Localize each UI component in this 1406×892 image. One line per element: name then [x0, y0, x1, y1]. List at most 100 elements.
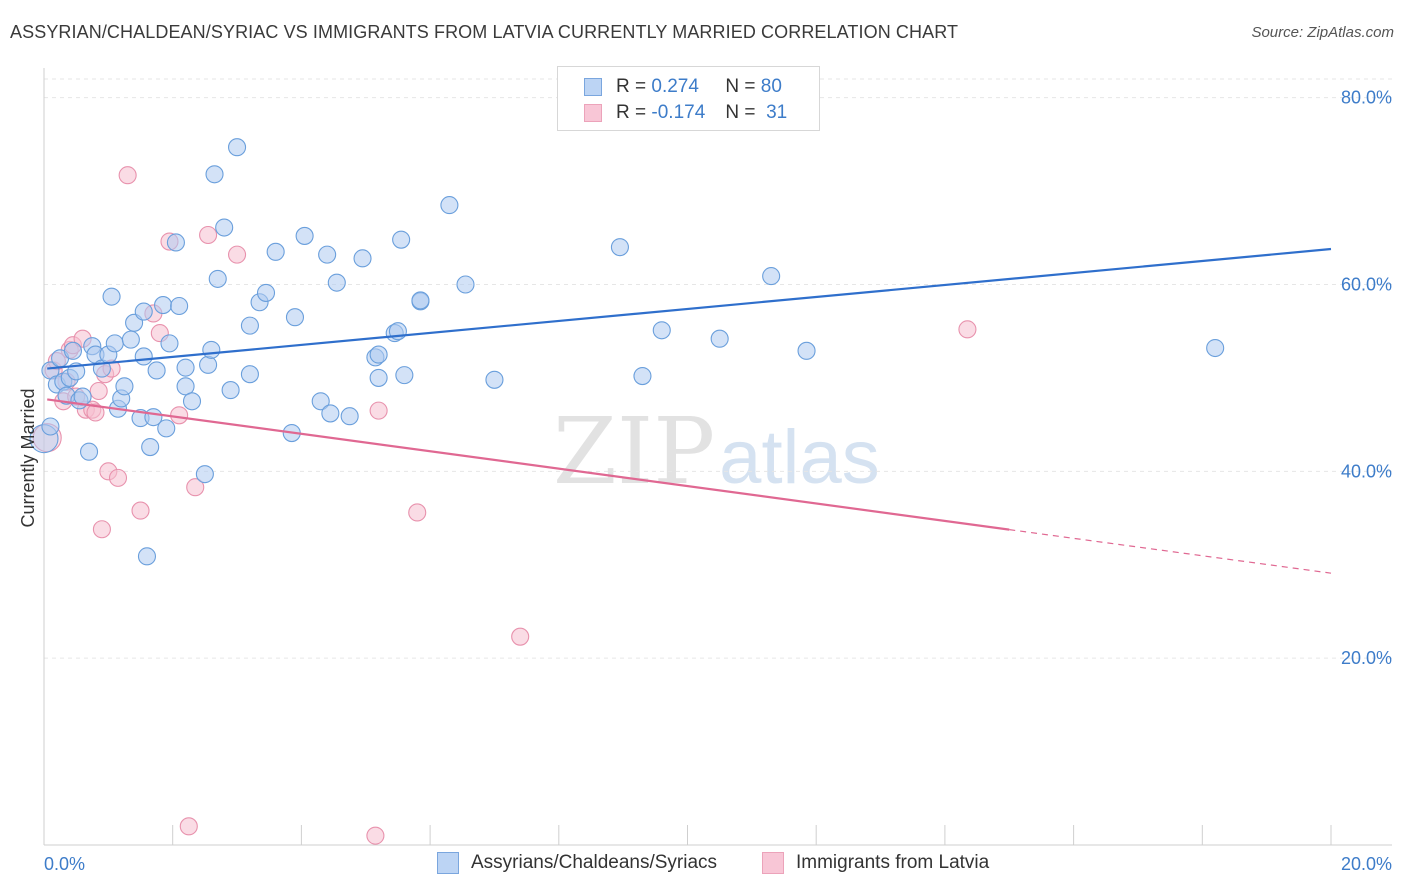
- assyrian-point: [285, 308, 305, 327]
- assyrian-point: [318, 245, 337, 264]
- assyrian-point: [485, 370, 504, 389]
- y-tick-labels: 20.0% 40.0% 60.0% 80.0%: [1341, 88, 1392, 668]
- legend-r-value: 0.274: [651, 76, 699, 97]
- assyrian-point: [321, 404, 340, 423]
- assyrian-point: [134, 347, 153, 366]
- assyrian-point: [228, 138, 247, 157]
- y-axis-label: Currently Married: [18, 388, 38, 527]
- assyrian-point: [440, 196, 459, 215]
- legend-row-assyrians: R = 0.274 N = 80: [584, 75, 782, 99]
- y-tick-label: 40.0%: [1341, 461, 1392, 481]
- legend-swatch-pink: [584, 104, 602, 122]
- assyrian-point: [141, 438, 160, 457]
- y-tick-label: 60.0%: [1341, 275, 1392, 295]
- assyrian-point: [63, 341, 83, 360]
- assyrian-point: [395, 366, 414, 385]
- bottom-legend-swatch-blue: [437, 852, 459, 874]
- legend-n-label: N =: [725, 76, 756, 97]
- latvia-point: [86, 403, 105, 422]
- assyrian-point: [199, 355, 218, 374]
- y-tick-label: 80.0%: [1341, 88, 1392, 108]
- assyrian-point: [157, 419, 176, 438]
- assyrian-point: [79, 442, 99, 461]
- legend-n-label: N =: [725, 102, 756, 123]
- assyrian-point: [205, 165, 224, 184]
- latvia-point: [89, 381, 108, 401]
- assyrian-point: [710, 329, 729, 348]
- assyrian-point: [353, 249, 372, 268]
- assyrian-point: [311, 392, 330, 411]
- assyrian-point: [215, 218, 234, 237]
- latvia-point: [408, 503, 427, 522]
- latvia-point: [199, 225, 218, 245]
- trend-line-latvia-extension: [1009, 529, 1332, 574]
- source-credit: Source: ZipAtlas.com: [1251, 24, 1394, 41]
- assyrian-point: [340, 407, 359, 426]
- legend-r-value: -0.174: [651, 102, 706, 123]
- bottom-legend-swatch-pink: [762, 852, 784, 874]
- assyrian-point: [266, 242, 285, 261]
- x-tick-label: 20.0%: [1341, 854, 1392, 874]
- assyrian-point: [102, 287, 121, 306]
- axes: [43, 68, 1392, 846]
- latvia-point: [369, 401, 388, 420]
- assyrian-point: [392, 230, 411, 249]
- latvia-point: [92, 520, 111, 539]
- bottom-legend-latvia: Immigrants from Latvia: [762, 852, 989, 874]
- assyrian-point: [176, 358, 195, 377]
- trend-line-assyrians: [47, 247, 1332, 370]
- latvia-point: [186, 478, 205, 497]
- assyrian-point: [652, 321, 671, 340]
- trend-line-latvia: [47, 398, 1010, 531]
- watermark-atlas: atlas: [719, 415, 880, 500]
- latvia-point: [170, 406, 189, 425]
- assyrian-point: [295, 226, 314, 245]
- bottom-legend-assyrians: Assyrians/Chaldeans/Syriacs: [437, 852, 717, 874]
- assyrian-point: [411, 291, 430, 310]
- assyrian-point: [41, 417, 60, 436]
- bottom-legend-label: Immigrants from Latvia: [796, 852, 990, 873]
- assyrian-point: [137, 547, 157, 566]
- assyrian-point: [105, 334, 124, 353]
- assyrian-point: [202, 340, 221, 359]
- series-assyrians: [29, 138, 1225, 566]
- latvia-point: [108, 468, 128, 487]
- latvia-point: [118, 166, 137, 185]
- legend-r-label: R =: [616, 76, 647, 97]
- assyrian-point: [121, 330, 140, 349]
- latvia-point: [131, 501, 150, 520]
- latvia-point: [228, 245, 247, 264]
- assyrian-point: [195, 465, 214, 484]
- assyrian-point: [633, 367, 652, 386]
- legend-row-latvia: R = -0.174 N = 31: [584, 101, 787, 125]
- assyrian-point: [369, 368, 388, 387]
- assyrian-point: [456, 275, 475, 294]
- assyrian-point: [176, 377, 195, 396]
- bottom-legend-label: Assyrians/Chaldeans/Syriacs: [471, 852, 718, 873]
- assyrian-point: [221, 381, 240, 400]
- assyrian-point: [256, 283, 276, 302]
- assyrian-point: [327, 273, 346, 292]
- assyrian-point: [166, 233, 185, 252]
- assyrian-point: [208, 269, 227, 288]
- latvia-point: [366, 826, 385, 845]
- assyrian-point: [762, 267, 781, 286]
- assyrian-point: [115, 377, 134, 396]
- assyrian-point: [160, 334, 179, 353]
- assyrian-point: [1206, 338, 1225, 358]
- x-tick-labels: 0.0% 20.0%: [44, 854, 1392, 874]
- assyrian-point: [240, 316, 259, 335]
- correlation-legend: R = 0.274 N = 80 R = -0.174 N = 31: [557, 66, 820, 131]
- latvia-point: [179, 817, 198, 836]
- y-tick-label: 20.0%: [1341, 648, 1392, 668]
- assyrian-point: [147, 361, 166, 380]
- assyrian-point: [170, 296, 189, 316]
- assyrian-point: [369, 345, 388, 364]
- latvia-point: [958, 320, 977, 339]
- legend-n-value: 31: [766, 102, 788, 123]
- trend-lines: [47, 247, 1332, 574]
- latvia-point: [511, 627, 530, 646]
- assyrian-point: [610, 238, 629, 257]
- legend-swatch-blue: [584, 78, 602, 96]
- assyrian-point: [153, 296, 173, 315]
